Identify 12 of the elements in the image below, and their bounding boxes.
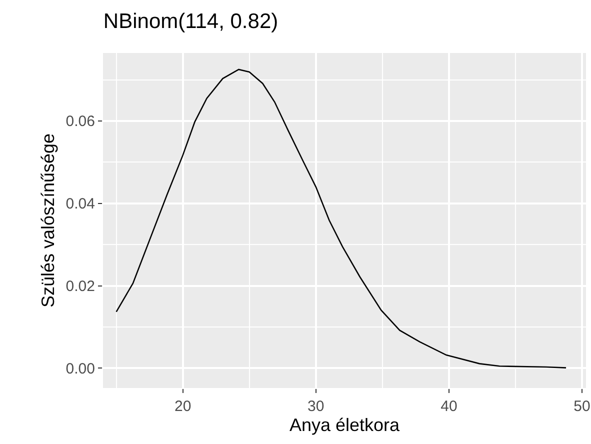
y-tick-label: 0.04 [66, 196, 95, 213]
x-tick-label: 50 [574, 398, 590, 415]
chart-title: NBinom(114, 0.82) [103, 10, 278, 34]
y-tick-label: 0.06 [66, 113, 95, 130]
x-tick-label: 40 [440, 398, 458, 415]
y-tick-label: 0.00 [66, 360, 95, 378]
x-axis-title: Anya életkora [289, 415, 401, 436]
y-axis-title: Szülés valószínűsége [38, 133, 58, 308]
line-series [116, 68, 567, 368]
x-tick-label: 30 [308, 398, 324, 415]
x-tick-label: 20 [174, 398, 192, 415]
y-tick-label: 0.02 [66, 278, 95, 296]
